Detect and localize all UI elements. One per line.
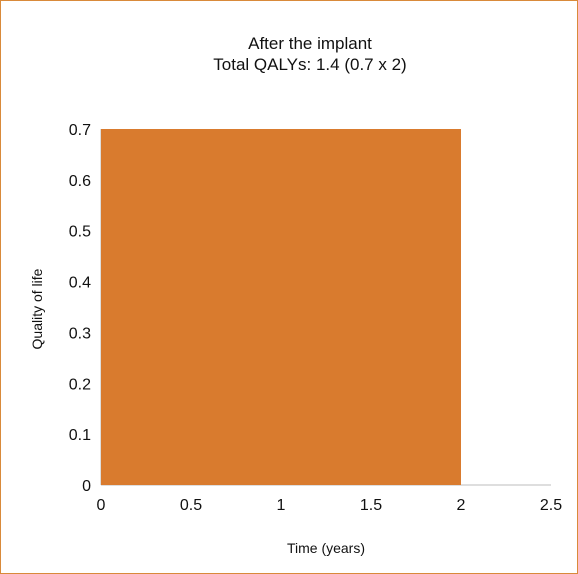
y-tick-label: 0 [82,478,91,495]
x-tick-label: 0.5 [180,497,202,514]
chart-subtitle: Total QALYs: 1.4 (0.7 x 2) [213,55,407,74]
x-axis-title: Time (years) [287,540,365,556]
y-tick-label: 0.5 [69,224,91,241]
y-tick-label: 0.3 [69,325,91,342]
x-tick-label: 1 [277,497,286,514]
chart-marks [101,129,461,485]
x-tick-label: 0 [97,497,106,514]
qol-area [101,129,461,485]
x-tick-label: 1.5 [360,497,382,514]
y-tick-label: 0.4 [69,275,91,292]
y-axis-title: Quality of life [29,268,45,349]
y-axis: 0 0.1 0.2 0.3 0.4 0.5 0.6 0.7 [69,122,102,495]
y-tick-label: 0.6 [69,173,91,190]
x-tick-label: 2 [457,497,466,514]
y-tick-label: 0.1 [69,427,91,444]
x-tick-label: 2.5 [540,497,562,514]
y-tick-label: 0.2 [69,376,91,393]
y-tick-label: 0.7 [69,122,91,139]
x-axis: 0 0.5 1 1.5 2 2.5 [97,484,562,514]
chart-title: After the implant [248,34,372,53]
